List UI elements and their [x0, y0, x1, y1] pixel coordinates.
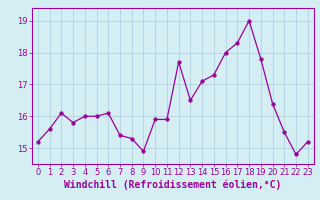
X-axis label: Windchill (Refroidissement éolien,°C): Windchill (Refroidissement éolien,°C) [64, 180, 282, 190]
